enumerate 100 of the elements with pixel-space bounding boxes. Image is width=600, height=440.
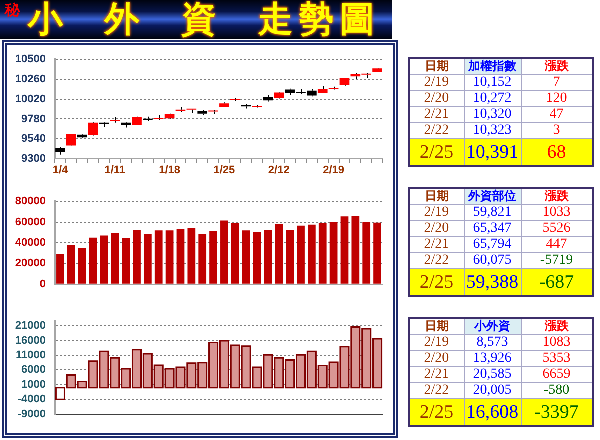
x-tick-label: 1/4 <box>52 164 69 177</box>
text: 59,821 <box>464 204 521 220</box>
text: 10,391 <box>464 138 521 166</box>
text: 2/19 <box>409 204 464 220</box>
text: 20,005 <box>464 382 521 398</box>
candlestick <box>99 122 110 128</box>
bar <box>78 248 86 284</box>
x-tick-label: 1/25 <box>214 164 236 177</box>
text: 日期 <box>409 58 464 74</box>
text: 2/20 <box>409 350 464 366</box>
bar <box>122 238 130 284</box>
bar <box>330 222 338 284</box>
bar <box>133 230 141 284</box>
text: 10,272 <box>464 90 521 106</box>
text: 8,573 <box>464 334 521 350</box>
candlestick <box>176 106 186 113</box>
text: 2/22 <box>409 252 464 268</box>
text: 漲跌 <box>521 58 593 74</box>
candlestick <box>110 116 120 124</box>
text: 10,320 <box>464 106 521 122</box>
bar <box>318 223 327 284</box>
text: 2/20 <box>409 90 464 106</box>
text: 5526 <box>521 220 593 236</box>
text: 2/25 <box>409 268 464 296</box>
text: 2/21 <box>409 366 464 382</box>
y-tick-label: 21000 <box>15 320 46 332</box>
bar <box>308 224 316 284</box>
y-tick-label: 6000 <box>22 364 46 376</box>
candlestick <box>328 86 339 90</box>
text: -580 <box>521 382 593 398</box>
text: 2/21 <box>409 236 464 252</box>
candlestick <box>263 94 274 102</box>
bar <box>198 234 207 284</box>
text: 68 <box>521 138 593 166</box>
text: 65,794 <box>464 236 521 252</box>
text: 447 <box>521 236 593 252</box>
bar <box>210 231 218 284</box>
text: 2/19 <box>409 74 464 90</box>
y-tick-label: 0 <box>40 278 46 290</box>
text: 2/22 <box>409 382 464 398</box>
text: 20,585 <box>464 366 521 382</box>
text: 小外資 <box>464 318 521 334</box>
candlestick <box>186 108 197 114</box>
y-tick-label: 80000 <box>15 196 46 208</box>
text: 2/20 <box>409 220 464 236</box>
x-tick-label: 2/19 <box>323 164 345 177</box>
x-tick-label: 1/11 <box>104 164 126 177</box>
text: 漲跌 <box>521 318 593 334</box>
text: 秘 <box>5 3 20 19</box>
text: 加權指數 <box>464 58 521 74</box>
bar <box>231 223 240 284</box>
bar <box>362 222 371 284</box>
text: -3397 <box>521 398 593 426</box>
text: 47 <box>521 106 593 122</box>
candlestick <box>198 110 208 116</box>
bar <box>176 229 185 284</box>
bar <box>264 230 272 284</box>
candlestick <box>208 110 218 115</box>
y-tick-label: 1000 <box>22 378 46 391</box>
text: 日期 <box>409 318 464 334</box>
text: 2/25 <box>409 138 464 166</box>
text: 漲跌 <box>521 188 593 204</box>
text: 5353 <box>521 350 593 366</box>
text: -5719 <box>521 252 593 268</box>
text: -687 <box>521 268 593 296</box>
y-tick-label: 11000 <box>16 350 46 362</box>
text: 10,152 <box>464 74 521 90</box>
bar <box>297 226 305 284</box>
candlestick <box>77 133 88 140</box>
text: 60,075 <box>464 252 521 268</box>
y-tick-label: 10260 <box>15 74 46 86</box>
text: 120 <box>521 90 593 106</box>
bar <box>374 222 382 284</box>
text: 1083 <box>521 334 593 350</box>
candlestick <box>121 122 131 128</box>
text: 3 <box>521 122 593 138</box>
text: 16,608 <box>464 398 521 426</box>
text: 2/19 <box>409 334 464 350</box>
bar <box>286 230 294 284</box>
text: 2/21 <box>409 106 464 122</box>
y-tick-label: 10020 <box>15 93 46 106</box>
text: 日期 <box>409 188 464 204</box>
bar <box>220 220 228 284</box>
bar <box>67 245 76 284</box>
y-tick-label: -9000 <box>18 408 46 420</box>
bar <box>242 230 250 284</box>
text: 2/22 <box>409 122 464 138</box>
bar <box>100 236 108 284</box>
bar <box>56 254 64 284</box>
y-tick-label: 10500 <box>15 54 46 66</box>
bar <box>89 238 98 284</box>
text: 13,926 <box>464 350 521 366</box>
candlestick <box>340 78 350 86</box>
text: 外資部位 <box>464 188 521 204</box>
y-tick-label: 20000 <box>15 258 46 270</box>
y-tick-label: 9540 <box>22 133 46 146</box>
bar <box>188 228 196 284</box>
y-tick-label: 40000 <box>15 237 46 250</box>
x-tick-label: 1/18 <box>159 164 181 177</box>
y-tick-label: 60000 <box>15 216 46 228</box>
